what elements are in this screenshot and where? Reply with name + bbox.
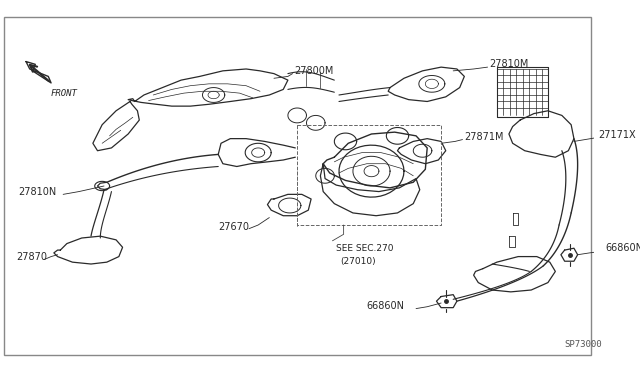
Text: 27871M: 27871M: [465, 132, 504, 142]
Text: 27810M: 27810M: [490, 60, 529, 69]
Text: 66860N: 66860N: [367, 301, 405, 311]
Text: 66860N: 66860N: [605, 243, 640, 253]
Text: 27171X: 27171X: [598, 130, 636, 140]
Text: FRONT: FRONT: [51, 89, 78, 99]
Text: (27010): (27010): [340, 257, 376, 266]
Text: 27870: 27870: [17, 251, 48, 262]
Text: SP73000: SP73000: [564, 340, 602, 349]
Text: 27810N: 27810N: [19, 187, 57, 196]
Text: 27670: 27670: [218, 222, 249, 232]
Text: 27800M: 27800M: [294, 66, 334, 76]
Text: SEE SEC.270: SEE SEC.270: [336, 244, 394, 253]
